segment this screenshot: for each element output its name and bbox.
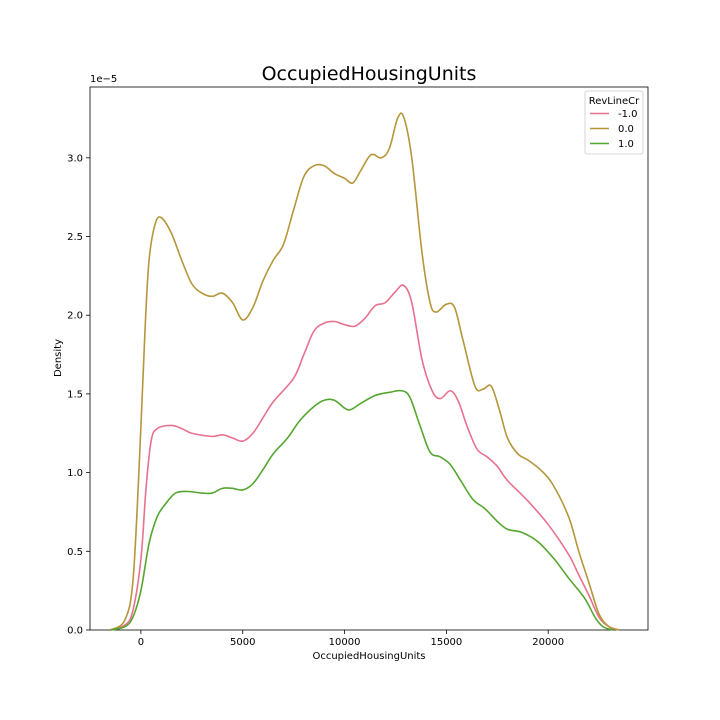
y-offset-label: 1e−5 bbox=[90, 74, 117, 85]
series-lines bbox=[109, 112, 620, 631]
y-tick-label: 0.0 bbox=[67, 626, 83, 637]
x-tick-label: 5000 bbox=[230, 637, 255, 648]
x-axis-label: OccupiedHousingUnits bbox=[312, 651, 425, 662]
y-tick-label: 2.5 bbox=[67, 232, 83, 243]
series-line-0 bbox=[110, 284, 620, 631]
legend-entry: -1.0 bbox=[618, 109, 638, 120]
y-tick-label: 2.0 bbox=[67, 311, 83, 322]
legend-entry: 0.0 bbox=[618, 124, 634, 135]
y-tick-label: 1.0 bbox=[67, 468, 83, 479]
series-line-1 bbox=[109, 112, 620, 631]
legend-entry: 1.0 bbox=[618, 139, 634, 150]
legend-box bbox=[584, 90, 644, 155]
x-tick-label: 10000 bbox=[329, 637, 361, 648]
y-tick-label: 3.0 bbox=[67, 153, 83, 164]
legend-title: RevLineCr bbox=[589, 96, 640, 107]
plot-frame bbox=[89, 86, 649, 631]
x-axis: 0 5000 10000 15000 20000 bbox=[138, 630, 564, 648]
y-axis-label: Density bbox=[53, 339, 64, 377]
series-line-2 bbox=[110, 389, 614, 631]
y-tick-label: 1.5 bbox=[67, 389, 83, 400]
legend: RevLineCr -1.0 0.0 1.0 bbox=[584, 90, 644, 155]
x-tick-label: 15000 bbox=[430, 637, 462, 648]
x-tick-label: 0 bbox=[138, 637, 144, 648]
plot-area bbox=[89, 86, 649, 631]
y-tick-label: 0.5 bbox=[67, 547, 83, 558]
x-tick-label: 20000 bbox=[532, 637, 564, 648]
y-axis: 0.0 0.5 1.0 1.5 2.0 2.5 3.0 bbox=[67, 153, 90, 637]
chart-title: OccupiedHousingUnits bbox=[262, 63, 477, 85]
